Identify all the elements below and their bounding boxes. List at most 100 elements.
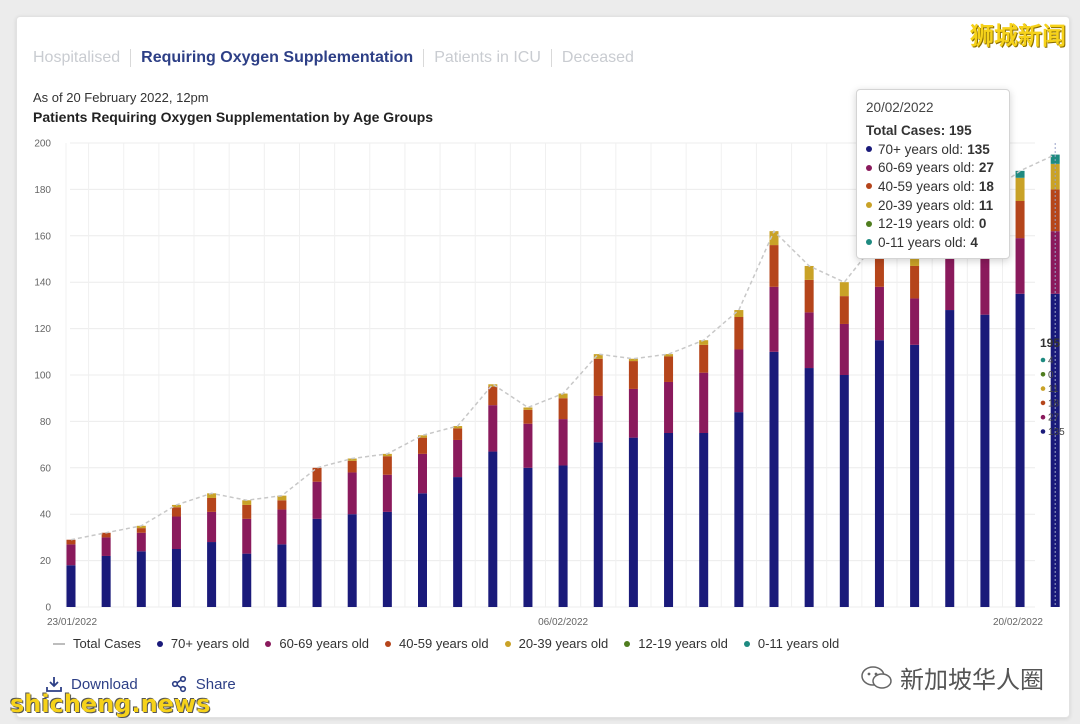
y-tick-label: 140 xyxy=(34,278,51,289)
bar-segment-70plus xyxy=(66,565,76,607)
bar-segment-40to59 xyxy=(277,500,287,510)
bar-segment-20to39 xyxy=(488,384,498,387)
bar-segment-60to69 xyxy=(699,372,709,433)
legend-item-70plus[interactable]: 70+ years old xyxy=(156,636,249,651)
legend-item-60to69[interactable]: 60-69 years old xyxy=(265,636,369,651)
bar-segment-40to59 xyxy=(136,528,146,533)
tab-hospitalised[interactable]: Hospitalised xyxy=(33,49,121,66)
y-tick-label: 40 xyxy=(40,510,52,521)
legend-marker xyxy=(53,642,65,645)
bar-segment-20to39 xyxy=(628,358,638,362)
legend-item-20to39[interactable]: 20-39 years old xyxy=(504,636,608,651)
bar-segment-70plus xyxy=(945,310,955,607)
download-label: Download xyxy=(71,675,138,693)
bar-segment-70plus xyxy=(593,442,603,607)
tab-deceased[interactable]: Deceased xyxy=(561,49,634,66)
tooltip-series-value: 0 xyxy=(978,216,987,232)
tooltip-series-label: 70+ years old: xyxy=(878,141,964,157)
end-label-total: 195 xyxy=(1040,336,1060,350)
tooltip-series-value: 11 xyxy=(978,197,994,213)
tooltip-rows: 70+ years old: 135 60-69 years old: 27 40-59… xyxy=(866,140,1000,252)
tooltip-row: 70+ years old: 135 xyxy=(866,140,1000,159)
bar-segment-60to69 xyxy=(734,349,744,413)
bar-segment-20to39 xyxy=(558,393,568,399)
legend-label: Total Cases xyxy=(73,636,141,651)
bar-segment-20to39 xyxy=(593,354,603,359)
download-icon xyxy=(46,677,62,692)
bar-segment-70plus xyxy=(523,467,533,607)
bar-segment-60to69 xyxy=(312,481,322,519)
legend-marker xyxy=(265,640,272,647)
chart-tooltip: 20/02/2022 Total Cases: 195 70+ years ol… xyxy=(856,89,1010,259)
legend-label: 0-11 years old xyxy=(757,636,840,651)
bar-segment-40to59 xyxy=(1015,201,1025,239)
end-label-dot xyxy=(1040,386,1046,391)
chart-title: Patients Requiring Oxygen Supplementatio… xyxy=(33,109,434,125)
tooltip-series-dot xyxy=(866,183,872,190)
bar-segment-40to59 xyxy=(171,507,181,517)
tooltip-series-value: 18 xyxy=(978,178,994,194)
tab-requiring-oxygen[interactable]: Requiring Oxygen Supplementation xyxy=(141,49,414,66)
chart-actions: Download Share xyxy=(45,675,268,693)
bar-segment-20to39 xyxy=(839,282,849,297)
legend-marker xyxy=(384,640,391,647)
legend-item-total[interactable]: Total Cases xyxy=(53,636,141,651)
y-tick-label: 0 xyxy=(45,603,51,614)
bar-segment-70plus xyxy=(207,542,217,607)
legend-item-0to11[interactable]: 0-11 years old xyxy=(743,636,840,651)
legend-marker xyxy=(743,640,750,647)
bar-segment-70plus xyxy=(910,344,920,607)
share-button[interactable]: Share xyxy=(170,675,236,693)
bar-segment-0to11 xyxy=(1015,170,1025,178)
bar-segment-60to69 xyxy=(910,298,920,345)
tooltip-series-dot xyxy=(866,202,872,209)
legend-item-12to19[interactable]: 12-19 years old xyxy=(624,636,728,651)
watermark-bottom-right: 新加坡华人圈 xyxy=(860,660,1044,695)
legend-marker xyxy=(504,640,511,647)
bar-segment-60to69 xyxy=(839,323,849,375)
bar-segment-20to39 xyxy=(277,495,287,501)
bar-segment-70plus xyxy=(769,351,779,607)
bar-segment-60to69 xyxy=(171,516,181,549)
tooltip-total-label: Total Cases: xyxy=(866,123,946,138)
legend-item-40to59[interactable]: 40-59 years old xyxy=(384,636,489,651)
tooltip-total: Total Cases: 195 xyxy=(866,123,1000,138)
bar-segment-40to59 xyxy=(101,532,111,538)
tab-icu[interactable]: Patients in ICU xyxy=(434,49,541,66)
share-icon xyxy=(171,675,186,693)
bar-segment-40to59 xyxy=(804,279,814,313)
watermark-top-right: 狮城新闻 xyxy=(970,22,1066,50)
bar-segment-60to69 xyxy=(945,259,955,311)
tooltip-row: 12-19 years old: 0 xyxy=(866,214,1000,233)
bar-segment-70plus xyxy=(804,368,814,607)
bar-segment-60to69 xyxy=(1050,231,1060,294)
end-label-dot xyxy=(1040,372,1046,377)
tooltip-series-value: 135 xyxy=(967,141,990,157)
bar-segment-70plus xyxy=(136,551,146,607)
bar-segment-70plus xyxy=(874,340,884,607)
legend-label: 40-59 years old xyxy=(398,636,489,651)
bar-segment-20to39 xyxy=(171,504,181,508)
x-tick-label: 23/01/2022 xyxy=(47,617,97,628)
bar-segment-60to69 xyxy=(488,405,498,452)
end-label-value: 135 xyxy=(1048,427,1065,438)
bar-segment-60to69 xyxy=(242,518,252,554)
bar-segment-70plus xyxy=(312,518,322,607)
y-tick-label: 200 xyxy=(34,139,51,150)
bar-segment-60to69 xyxy=(523,423,533,468)
bar-segment-60to69 xyxy=(453,439,463,478)
bar-segment-40to59 xyxy=(734,317,744,350)
x-tick-label: 20/02/2022 xyxy=(993,617,1043,628)
bar-segment-40to59 xyxy=(839,296,849,324)
download-button[interactable]: Download xyxy=(45,675,138,693)
bar-segment-60to69 xyxy=(804,312,814,369)
y-tick-label: 180 xyxy=(34,185,51,196)
bar-segment-70plus xyxy=(453,477,463,607)
bar-segment-40to59 xyxy=(593,358,603,396)
bar-segment-20to39 xyxy=(699,340,709,345)
tooltip-total-value: 195 xyxy=(949,123,972,138)
bar-segment-60to69 xyxy=(136,532,146,552)
tooltip-series-dot xyxy=(866,239,872,246)
bar-segment-40to59 xyxy=(910,265,920,299)
bar-segment-40to59 xyxy=(382,456,392,475)
